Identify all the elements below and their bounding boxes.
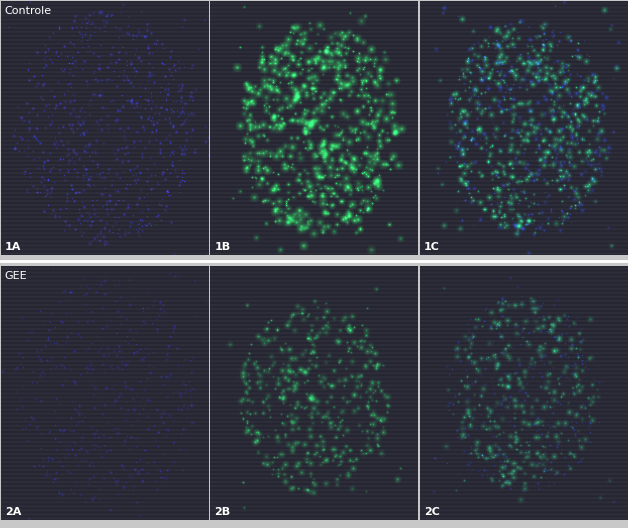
Text: 1C: 1C: [424, 242, 440, 252]
Text: 2B: 2B: [214, 507, 230, 517]
Text: 1B: 1B: [214, 242, 230, 252]
Text: 1A: 1A: [4, 242, 21, 252]
Text: Controle: Controle: [4, 6, 51, 16]
Text: 2A: 2A: [4, 507, 21, 517]
Text: GEE: GEE: [4, 271, 27, 281]
Text: 2C: 2C: [424, 507, 440, 517]
